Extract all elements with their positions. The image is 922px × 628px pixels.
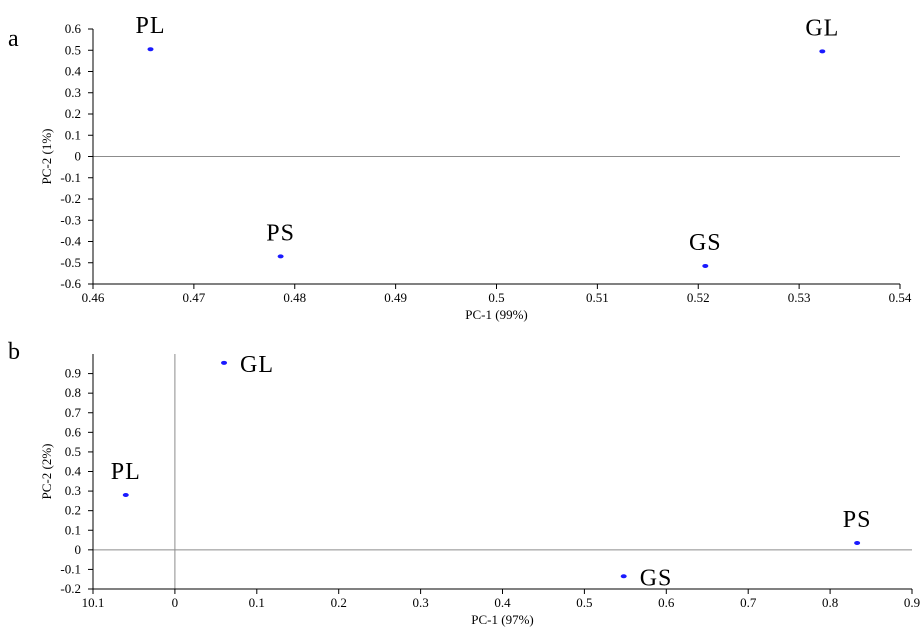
y-tick-label: 0.5	[65, 444, 81, 459]
x-tick-label: 0.54	[889, 290, 912, 305]
x-tick-label: 0.48	[283, 290, 306, 305]
data-point-ps	[854, 540, 861, 545]
x-tick-label: 0.4	[494, 595, 511, 610]
data-point-label-gs: GS	[640, 565, 673, 591]
y-tick-label: 0.8	[65, 385, 81, 400]
data-point-label-gs: GS	[689, 230, 722, 256]
x-tick-label: 0.52	[687, 290, 710, 305]
y-axis-title: PC-2 (2%)	[39, 444, 54, 500]
x-tick-label: 0.9	[904, 595, 920, 610]
x-tick-label: 0.2	[331, 595, 347, 610]
y-tick-label: -0.6	[60, 276, 81, 291]
x-tick-label: 0.8	[822, 595, 838, 610]
y-tick-label: 0.2	[65, 106, 81, 121]
data-point-gs	[702, 263, 709, 268]
y-tick-label: -0.3	[60, 212, 81, 227]
panel-letter-a: a	[8, 26, 19, 52]
y-tick-label: 0	[75, 542, 82, 557]
y-tick-label: 0.5	[65, 42, 81, 57]
x-axis-title: PC-1 (99%)	[465, 307, 527, 322]
y-tick-label: 0.7	[65, 405, 82, 420]
x-tick-label: 10.1	[82, 595, 105, 610]
y-tick-label: 0.2	[65, 503, 81, 518]
data-point-label-ps: PS	[843, 507, 872, 533]
y-tick-label: 0.6	[65, 21, 82, 36]
x-tick-label: 0.5	[488, 290, 504, 305]
x-tick-label: 0.51	[586, 290, 609, 305]
y-tick-label: -0.2	[60, 581, 81, 596]
data-point-pl	[122, 493, 129, 497]
y-tick-label: 0.3	[65, 85, 81, 100]
y-tick-label: 0	[75, 149, 82, 164]
data-point-pl	[147, 47, 154, 52]
data-point-label-gl: GL	[805, 15, 839, 41]
y-axis-title: PC-2 (1%)	[39, 129, 54, 185]
y-tick-label: 0.1	[65, 127, 81, 142]
x-tick-label: 0.49	[384, 290, 407, 305]
data-point-gl	[819, 49, 826, 54]
data-point-label-gl: GL	[240, 352, 274, 378]
x-axis-title: PC-1 (97%)	[471, 612, 533, 627]
data-point-label-pl: PL	[111, 459, 141, 485]
data-point-gl	[221, 360, 228, 365]
x-tick-label: 0.3	[412, 595, 428, 610]
y-tick-label: -0.1	[60, 561, 81, 576]
data-point-label-pl: PL	[135, 13, 165, 39]
y-tick-label: -0.1	[60, 170, 81, 185]
x-tick-label: 0.53	[788, 290, 811, 305]
y-tick-label: 0.9	[65, 366, 81, 381]
y-tick-label: 0.3	[65, 483, 81, 498]
panel-letter-b: b	[8, 339, 20, 365]
data-point-ps	[277, 254, 284, 259]
x-tick-label: 0	[172, 595, 179, 610]
data-point-label-ps: PS	[266, 220, 295, 246]
x-tick-label: 0.7	[740, 595, 757, 610]
x-tick-label: 0.5	[576, 595, 592, 610]
x-tick-label: 0.6	[658, 595, 675, 610]
y-tick-label: 0.6	[65, 424, 82, 439]
y-tick-label: -0.4	[60, 234, 81, 249]
y-tick-label: -0.5	[60, 255, 81, 270]
x-tick-label: 0.46	[82, 290, 105, 305]
x-tick-label: 0.47	[183, 290, 206, 305]
x-tick-label: 0.1	[249, 595, 265, 610]
y-tick-label: 0.4	[65, 464, 82, 479]
data-point-gs	[620, 574, 627, 579]
y-tick-label: 0.4	[65, 64, 82, 79]
y-tick-label: 0.1	[65, 522, 81, 537]
y-tick-label: -0.2	[60, 191, 81, 206]
